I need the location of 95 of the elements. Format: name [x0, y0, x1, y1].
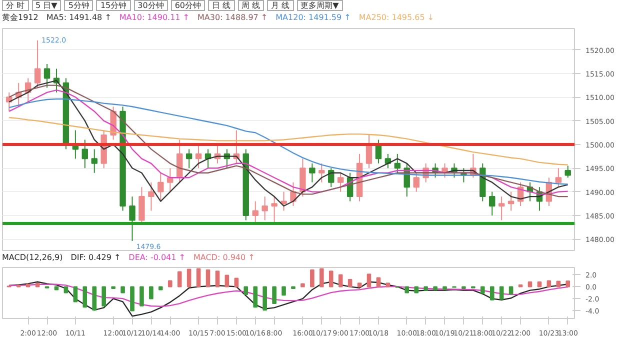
bar: [404, 286, 410, 294]
bar: [82, 286, 88, 308]
text: MA120: 1491.59 ↑: [276, 13, 351, 22]
bar: [168, 280, 172, 288]
bar: [300, 283, 305, 288]
bar: [310, 269, 314, 288]
line-series: [8, 284, 568, 307]
candlestick: [300, 158, 306, 198]
candlestick: [158, 172, 164, 202]
bar: [338, 274, 343, 288]
series-label: MACD: 0.940 ↑: [193, 253, 255, 262]
text: 月 线: [267, 0, 294, 11]
text: 日 线: [208, 0, 235, 11]
candlestick: [489, 191, 496, 216]
text: 更多周期▼: [296, 0, 343, 11]
candlestick: [328, 168, 334, 188]
text: MA30: 1488.97 ↑: [198, 13, 268, 22]
bar: [102, 286, 106, 306]
bar: [490, 286, 494, 300]
text: 分 时: [2, 0, 29, 11]
candlestick: [34, 40, 41, 88]
bar: [319, 268, 324, 288]
bar: [433, 286, 438, 290]
candlestick: [318, 162, 325, 183]
text: MA250: 1495.65 ↓: [358, 13, 434, 22]
bar: [348, 279, 352, 288]
text: 周 线: [238, 0, 264, 11]
line-series: [8, 281, 568, 317]
bar: [158, 286, 163, 290]
bar: [282, 286, 286, 296]
text: 30分钟: [134, 0, 168, 11]
bar: [35, 282, 40, 288]
bar: [206, 269, 210, 288]
bar: [328, 270, 334, 288]
candlestick: [186, 148, 192, 169]
candlestick: [508, 191, 514, 212]
bar: [566, 280, 570, 288]
bar: [92, 286, 97, 311]
bar: [120, 286, 125, 294]
bar: [528, 281, 532, 288]
candlestick: [413, 172, 420, 192]
text: 5 日▼: [32, 0, 62, 11]
text: MA10: 1490.11 ↑: [119, 13, 190, 22]
text: MA5: 1491.48 ↑: [46, 13, 112, 22]
bar: [215, 270, 220, 288]
candlestick: [148, 182, 154, 212]
bar: [480, 286, 485, 294]
bar: [140, 286, 144, 306]
bar: [499, 286, 504, 300]
candlestick: [498, 196, 505, 221]
bar: [556, 280, 561, 288]
bar: [357, 282, 362, 288]
chart-title: MACD(12,26,9): [2, 253, 63, 262]
text: 5分钟: [64, 0, 94, 11]
line-series: [8, 116, 568, 166]
bar: [234, 278, 239, 288]
bar: [130, 286, 134, 312]
bar: [253, 286, 258, 308]
text: 15分钟: [96, 0, 131, 11]
bar: [272, 286, 276, 304]
bar: [442, 286, 447, 290]
candlestick: [262, 196, 268, 221]
candlestick: [167, 168, 174, 192]
bar: [224, 274, 230, 288]
bar: [186, 268, 192, 288]
candlestick: [555, 168, 562, 188]
bar: [196, 268, 201, 288]
bar: [54, 286, 59, 290]
bar: [244, 286, 248, 295]
bar: [508, 286, 514, 294]
bar: [546, 280, 552, 288]
text: DIF: 0.429 ↑: [70, 253, 121, 262]
bar: [177, 271, 182, 288]
bar: [366, 274, 372, 288]
bar: [424, 286, 428, 291]
candlestick: [44, 64, 50, 88]
text: 60分钟: [170, 0, 205, 11]
candlestick: [309, 162, 316, 183]
candlestick: [564, 165, 571, 178]
bar: [376, 277, 381, 288]
text: DEA: -0.041 ↑: [128, 253, 186, 262]
bar: [73, 286, 78, 302]
bar: [414, 286, 419, 294]
bar: [64, 286, 68, 294]
candlestick: [129, 196, 136, 242]
candlestick: [394, 153, 401, 174]
bar: [386, 282, 390, 288]
chart-title: 黄金1912: [2, 13, 38, 22]
bar: [149, 286, 154, 300]
candlestick: [91, 148, 98, 174]
bar: [262, 286, 267, 311]
candlestick: [337, 172, 344, 192]
candlestick: [82, 139, 88, 169]
candlestick: [195, 144, 202, 169]
bar: [537, 281, 542, 288]
